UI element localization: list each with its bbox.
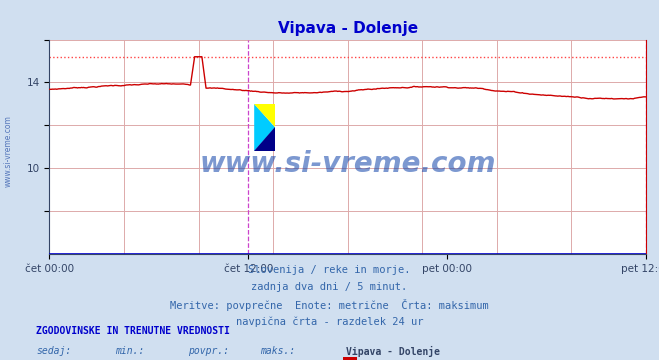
Text: povpr.:: povpr.: [188,346,229,356]
Text: min.:: min.: [115,346,145,356]
Text: www.si-vreme.com: www.si-vreme.com [200,150,496,178]
Text: zadnja dva dni / 5 minut.: zadnja dva dni / 5 minut. [251,282,408,292]
Text: ZGODOVINSKE IN TRENUTNE VREDNOSTI: ZGODOVINSKE IN TRENUTNE VREDNOSTI [36,326,230,336]
Text: Slovenija / reke in morje.: Slovenija / reke in morje. [248,265,411,275]
Text: Meritve: povprečne  Enote: metrične  Črta: maksimum: Meritve: povprečne Enote: metrične Črta:… [170,299,489,311]
Polygon shape [254,127,275,151]
Polygon shape [254,104,275,127]
Title: Vipava - Dolenje: Vipava - Dolenje [277,21,418,36]
Text: Vipava - Dolenje: Vipava - Dolenje [346,346,440,357]
Polygon shape [254,104,275,151]
Text: www.si-vreme.com: www.si-vreme.com [4,115,13,187]
Text: sedaj:: sedaj: [36,346,71,356]
Text: maks.:: maks.: [260,346,295,356]
Text: navpična črta - razdelek 24 ur: navpična črta - razdelek 24 ur [236,316,423,327]
